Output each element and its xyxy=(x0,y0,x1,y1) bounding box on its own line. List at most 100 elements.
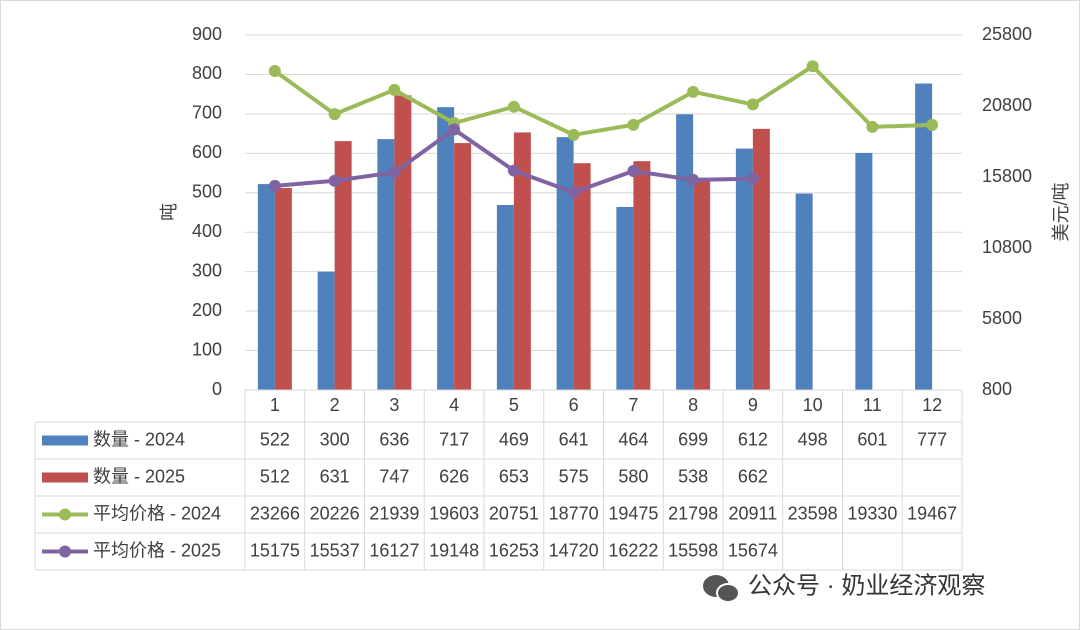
x-tick-label: 4 xyxy=(449,395,459,415)
bar xyxy=(752,128,770,390)
legend-label: 数量 - 2025 xyxy=(93,466,185,486)
table-value: 19467 xyxy=(907,503,957,523)
table-value: 16253 xyxy=(489,540,539,560)
table-value: 15175 xyxy=(250,540,300,560)
line-marker xyxy=(866,120,879,133)
bar xyxy=(633,161,651,390)
table-value: 777 xyxy=(917,429,947,449)
table-value: 15537 xyxy=(310,540,360,560)
bar xyxy=(454,143,472,390)
x-tick-label: 7 xyxy=(628,395,638,415)
legend-label: 平均价格 - 2025 xyxy=(93,540,221,560)
watermark-icon xyxy=(703,575,740,603)
y2-tick-label: 25800 xyxy=(982,24,1032,44)
table-value: 21798 xyxy=(668,503,718,523)
x-tick-label: 12 xyxy=(922,395,942,415)
line-marker xyxy=(507,100,520,113)
table-value: 15598 xyxy=(668,540,718,560)
y2-tick-label: 20800 xyxy=(982,95,1032,115)
x-tick-label: 2 xyxy=(330,395,340,415)
table-value: 636 xyxy=(379,429,409,449)
table-value: 20751 xyxy=(489,503,539,523)
table-value: 575 xyxy=(559,466,589,486)
line-marker xyxy=(567,128,580,141)
y2-axis-title: 美元/吨 xyxy=(1051,182,1071,241)
y-tick-label: 400 xyxy=(192,221,222,241)
x-tick-label: 6 xyxy=(569,395,579,415)
y-axis-title: 吨 xyxy=(159,203,179,221)
x-tick-label: 3 xyxy=(389,395,399,415)
bar xyxy=(437,107,455,390)
bar xyxy=(693,177,711,390)
bar xyxy=(573,163,591,390)
y-tick-label: 200 xyxy=(192,300,222,320)
line-marker xyxy=(388,83,401,96)
line-marker xyxy=(926,118,939,131)
line-marker xyxy=(507,164,520,177)
legend-key xyxy=(42,472,88,483)
bar xyxy=(334,141,352,390)
bar xyxy=(394,95,412,390)
legend-label: 平均价格 - 2024 xyxy=(93,503,221,523)
y-tick-label: 700 xyxy=(192,103,222,123)
line xyxy=(273,64,933,137)
table-value: 699 xyxy=(678,429,708,449)
line-marker xyxy=(687,85,700,98)
table-value: 580 xyxy=(618,466,648,486)
table-value: 21939 xyxy=(369,503,419,523)
table-value: 23598 xyxy=(788,503,838,523)
table-value: 498 xyxy=(798,429,828,449)
bar xyxy=(317,271,335,390)
line-marker xyxy=(268,64,281,77)
line-marker xyxy=(746,172,759,185)
bar xyxy=(274,188,292,390)
line-marker xyxy=(746,98,759,111)
y2-tick-label: 5800 xyxy=(982,308,1022,328)
table-value: 23266 xyxy=(250,503,300,523)
table-value: 469 xyxy=(499,429,529,449)
table-value: 631 xyxy=(320,466,350,486)
table-value: 19148 xyxy=(429,540,479,560)
table-value: 15674 xyxy=(728,540,778,560)
y-tick-label: 0 xyxy=(212,379,222,399)
table-value: 601 xyxy=(857,429,887,449)
table-value: 612 xyxy=(738,429,768,449)
table-value: 19603 xyxy=(429,503,479,523)
table-value: 16222 xyxy=(608,540,658,560)
bar xyxy=(556,137,574,390)
table-value: 19330 xyxy=(847,503,897,523)
table-value: 512 xyxy=(260,466,290,486)
line-marker xyxy=(328,174,341,187)
bar xyxy=(676,114,694,391)
y2-tick-label: 15800 xyxy=(982,166,1032,186)
y-tick-label: 800 xyxy=(192,63,222,83)
table-value: 300 xyxy=(320,429,350,449)
line-marker xyxy=(388,166,401,179)
line-marker xyxy=(448,123,461,136)
table-value: 662 xyxy=(738,466,768,486)
line-marker xyxy=(687,173,700,186)
table-value: 653 xyxy=(499,466,529,486)
y2-tick-label: 10800 xyxy=(982,237,1032,257)
y-tick-label: 300 xyxy=(192,260,222,280)
line-marker xyxy=(627,165,640,178)
legend-key xyxy=(59,545,71,558)
y-tick-label: 900 xyxy=(192,24,222,44)
y2-tick-label: 800 xyxy=(982,379,1012,399)
x-tick-label: 11 xyxy=(863,395,882,415)
y-tick-label: 500 xyxy=(192,182,222,202)
bar xyxy=(377,139,395,390)
bar xyxy=(496,205,514,390)
legend-key xyxy=(59,508,71,521)
line-marker xyxy=(627,118,640,131)
bar xyxy=(795,193,813,390)
table-value: 522 xyxy=(260,429,290,449)
x-tick-label: 10 xyxy=(803,395,823,415)
bar xyxy=(855,152,873,390)
table-value: 14720 xyxy=(549,540,599,560)
table-value: 16127 xyxy=(369,540,419,560)
bar xyxy=(616,206,634,390)
